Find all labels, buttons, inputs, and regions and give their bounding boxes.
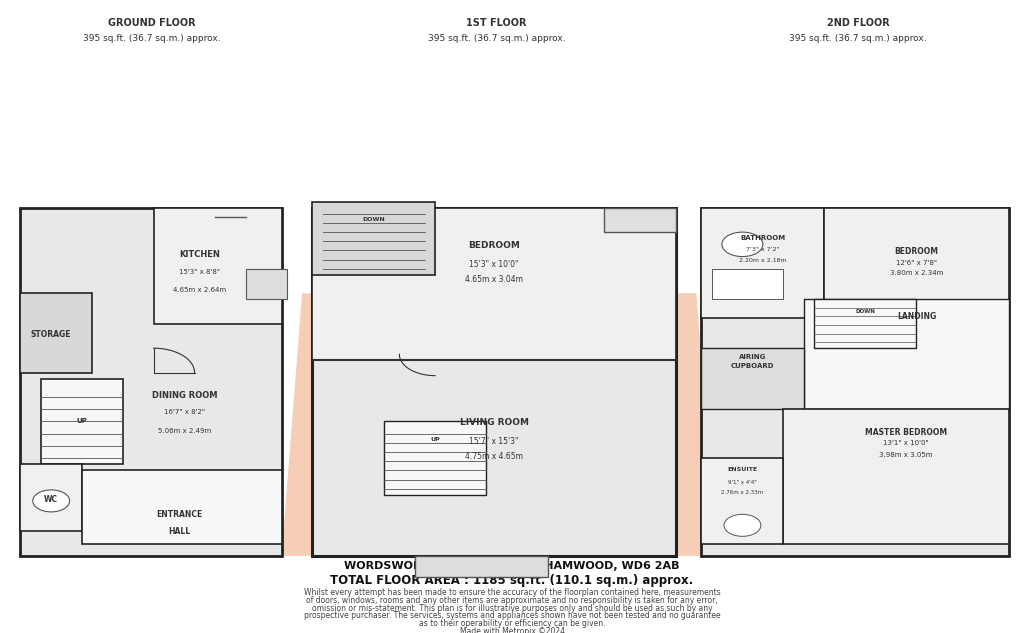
Text: DINING ROOM: DINING ROOM bbox=[152, 391, 217, 400]
Text: DOWN: DOWN bbox=[855, 309, 876, 314]
Bar bbox=[154, 208, 282, 323]
Text: UP: UP bbox=[77, 418, 87, 425]
Bar bbox=[783, 410, 1009, 544]
Bar bbox=[312, 201, 435, 275]
Bar bbox=[824, 208, 1009, 318]
Text: STORAGE: STORAGE bbox=[31, 330, 72, 339]
Text: prospective purchaser. The services, systems and appliances shown have not been : prospective purchaser. The services, sys… bbox=[304, 611, 720, 620]
Text: CUPBOARD: CUPBOARD bbox=[731, 363, 774, 370]
Bar bbox=[814, 299, 916, 348]
Circle shape bbox=[724, 515, 761, 536]
Bar bbox=[20, 293, 92, 373]
Text: 2.20m x 2.18m: 2.20m x 2.18m bbox=[739, 258, 786, 263]
Text: 5.06m x 2.49m: 5.06m x 2.49m bbox=[158, 427, 211, 434]
Text: 15'3" x 8'8": 15'3" x 8'8" bbox=[179, 269, 220, 275]
Text: UP: UP bbox=[430, 437, 440, 442]
Polygon shape bbox=[282, 293, 717, 556]
Bar bbox=[701, 348, 804, 410]
Text: ENSUITE: ENSUITE bbox=[727, 467, 758, 472]
Bar bbox=[804, 299, 1009, 410]
Text: 15'7" x 15'3": 15'7" x 15'3" bbox=[469, 437, 519, 446]
Bar bbox=[701, 208, 824, 318]
Bar bbox=[415, 556, 548, 577]
Text: 7'3" x 7'2": 7'3" x 7'2" bbox=[746, 248, 779, 253]
Text: BEDROOM: BEDROOM bbox=[468, 241, 520, 250]
Text: LIVING ROOM: LIVING ROOM bbox=[460, 418, 528, 427]
Text: 395 sq.ft. (36.7 sq.m.) approx.: 395 sq.ft. (36.7 sq.m.) approx. bbox=[790, 34, 927, 42]
Text: 3.80m x 2.34m: 3.80m x 2.34m bbox=[890, 270, 943, 276]
Text: 1ST FLOOR: 1ST FLOOR bbox=[466, 18, 527, 28]
Bar bbox=[384, 422, 486, 495]
Text: open: open bbox=[431, 384, 562, 435]
Bar bbox=[312, 208, 676, 360]
Text: GROUND FLOOR: GROUND FLOOR bbox=[108, 18, 196, 28]
Text: 15'3" x 10'0": 15'3" x 10'0" bbox=[469, 260, 519, 268]
Text: DOWN: DOWN bbox=[362, 217, 385, 222]
Text: 4.65m x 2.64m: 4.65m x 2.64m bbox=[173, 287, 226, 293]
Bar bbox=[20, 208, 282, 556]
Text: 16'7" x 8'2": 16'7" x 8'2" bbox=[164, 410, 205, 415]
Text: WC: WC bbox=[44, 495, 58, 504]
Text: BEDROOM: BEDROOM bbox=[895, 248, 938, 256]
Text: Made with Metropix ©2024: Made with Metropix ©2024 bbox=[460, 627, 564, 633]
Bar bbox=[82, 470, 282, 544]
Text: 9'1" x 4'4": 9'1" x 4'4" bbox=[728, 480, 757, 484]
Text: TOTAL FLOOR AREA : 1185 sq.ft. (110.1 sq.m.) approx.: TOTAL FLOOR AREA : 1185 sq.ft. (110.1 sq… bbox=[331, 574, 693, 587]
Text: 12'6" x 7'8": 12'6" x 7'8" bbox=[896, 260, 937, 266]
Text: BATHROOM: BATHROOM bbox=[740, 235, 785, 241]
Text: Whilst every attempt has been made to ensure the accuracy of the floorplan conta: Whilst every attempt has been made to en… bbox=[304, 587, 720, 597]
Text: MASTER BEDROOM: MASTER BEDROOM bbox=[865, 427, 947, 437]
Bar bbox=[712, 269, 783, 299]
Circle shape bbox=[722, 232, 763, 256]
Text: HALL: HALL bbox=[168, 527, 190, 536]
Bar bbox=[701, 208, 1009, 556]
Text: omission or mis-statement. This plan is for illustrative purposes only and shoul: omission or mis-statement. This plan is … bbox=[311, 603, 713, 613]
Text: 13'1" x 10'0": 13'1" x 10'0" bbox=[884, 440, 929, 446]
Text: 4.75m x 4.65m: 4.75m x 4.65m bbox=[465, 452, 523, 461]
Text: KITCHEN: KITCHEN bbox=[179, 251, 220, 260]
Text: WORDSWORTH GARDENS, BOREHAMWOOD, WD6 2AB: WORDSWORTH GARDENS, BOREHAMWOOD, WD6 2AB bbox=[344, 561, 680, 571]
Text: 395 sq.ft. (36.7 sq.m.) approx.: 395 sq.ft. (36.7 sq.m.) approx. bbox=[83, 34, 220, 42]
Bar bbox=[246, 269, 287, 299]
Text: as to their operability or efficiency can be given.: as to their operability or efficiency ca… bbox=[419, 620, 605, 629]
Text: 2ND FLOOR: 2ND FLOOR bbox=[826, 18, 890, 28]
Bar bbox=[312, 208, 676, 556]
Text: AIRING: AIRING bbox=[739, 354, 766, 360]
Text: 395 sq.ft. (36.7 sq.m.) approx.: 395 sq.ft. (36.7 sq.m.) approx. bbox=[428, 34, 565, 42]
Text: estates: estates bbox=[426, 458, 567, 495]
Text: LANDING: LANDING bbox=[897, 311, 936, 320]
Text: 3.98m x 3.05m: 3.98m x 3.05m bbox=[880, 452, 933, 458]
Text: 4.65m x 3.04m: 4.65m x 3.04m bbox=[465, 275, 523, 284]
Bar bbox=[41, 379, 123, 464]
Text: 2.76m x 2.33m: 2.76m x 2.33m bbox=[721, 490, 764, 495]
Text: of doors, windows, rooms and any other items are approximate and no responsibili: of doors, windows, rooms and any other i… bbox=[306, 596, 718, 605]
Bar bbox=[604, 208, 676, 232]
Bar bbox=[20, 464, 82, 532]
Circle shape bbox=[33, 490, 70, 512]
Text: ENTRANCE: ENTRANCE bbox=[156, 510, 203, 519]
Bar bbox=[701, 458, 783, 544]
